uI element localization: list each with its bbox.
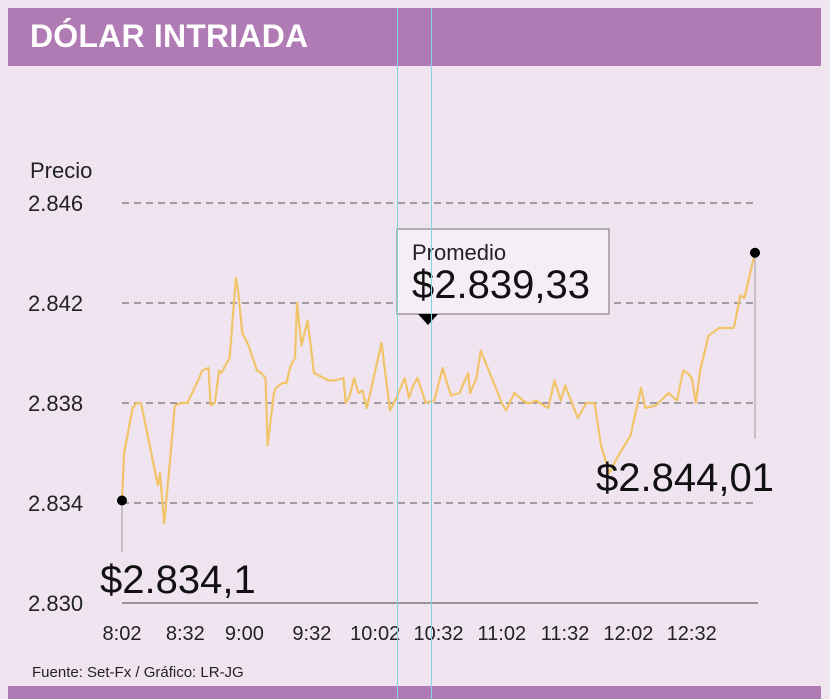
x-tick-label: 9:00 [225, 623, 264, 645]
bottom-bar [8, 686, 821, 699]
x-tick-label: 9:32 [292, 623, 331, 645]
guide-line [431, 8, 432, 699]
end-point [750, 247, 760, 258]
x-tick-label: 8:02 [103, 623, 142, 645]
start-point [117, 495, 127, 506]
y-axis-label: Precio [30, 158, 92, 183]
guide-line [397, 8, 398, 699]
x-tick-label: 11:32 [541, 623, 590, 645]
chart-title: DÓLAR INTRIADA [30, 18, 309, 54]
average-callout-value: $2.839,33 [412, 263, 590, 307]
y-tick-label: 2.830 [28, 591, 83, 616]
header-bar: DÓLAR INTRIADA [8, 8, 821, 66]
y-tick-label: 2.834 [28, 491, 83, 516]
y-tick-label: 2.846 [28, 191, 83, 216]
price-line [120, 252, 757, 525]
x-tick-label: 8:32 [166, 623, 205, 645]
source-note: Fuente: Set-Fx / Gráfico: LR-JG [32, 664, 244, 681]
average-callout-title: Promedio [412, 240, 506, 265]
x-tick-label: 12:32 [667, 623, 717, 645]
end-value-label: $2.844,01 [596, 456, 774, 500]
x-tick-label: 12:02 [603, 623, 653, 645]
average-callout-pointer [418, 314, 438, 325]
x-tick-label: 11:02 [478, 623, 527, 645]
y-tick-label: 2.842 [28, 291, 83, 316]
x-tick-label: 10:02 [350, 623, 400, 645]
start-value-label: $2.834,1 [100, 558, 256, 602]
y-tick-label: 2.838 [28, 391, 83, 416]
x-tick-label: 10:32 [413, 623, 463, 645]
average-callout-box [396, 228, 610, 315]
